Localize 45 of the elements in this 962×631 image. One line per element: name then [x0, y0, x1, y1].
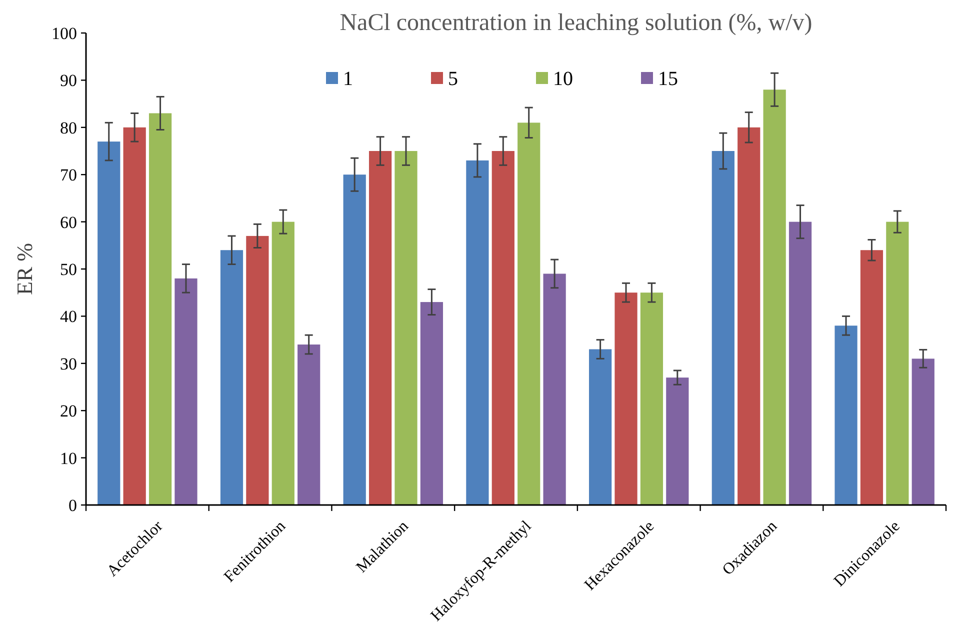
y-tick-label: 80 [60, 118, 77, 138]
bar [614, 292, 638, 505]
legend-label: 5 [448, 68, 458, 90]
bar [298, 344, 320, 505]
y-tick-label: 10 [60, 448, 77, 468]
bar [220, 250, 244, 505]
y-tick-label: 30 [60, 354, 77, 374]
bar [420, 302, 444, 505]
y-tick-label: 70 [60, 166, 77, 185]
legend-label: 15 [658, 68, 678, 90]
chart-title: NaCl concentration in leaching solution (%, w/v) [340, 10, 812, 36]
y-tick-label: 90 [60, 71, 77, 90]
y-tick-label: 0 [68, 496, 77, 515]
bar [174, 278, 198, 505]
bar [712, 151, 734, 505]
y-tick-label: 20 [60, 402, 77, 421]
bar [834, 326, 858, 505]
bar [912, 358, 934, 505]
bar [763, 90, 786, 505]
bar [343, 174, 366, 505]
y-tick-label: 50 [60, 260, 77, 279]
bar [666, 378, 689, 505]
bar [272, 222, 294, 505]
y-tick-label: 100 [52, 24, 77, 43]
y-tick-label: 40 [60, 307, 77, 326]
bar [394, 151, 418, 505]
bar [788, 222, 812, 505]
legend-label: 1 [343, 68, 353, 90]
bar [148, 113, 172, 505]
bar [492, 151, 514, 505]
bar [368, 151, 392, 505]
bar [518, 122, 540, 505]
y-axis-title: ER % [12, 243, 37, 295]
bar [123, 127, 146, 505]
legend-label: 10 [553, 68, 573, 90]
bar [588, 349, 612, 505]
bar [98, 142, 120, 505]
bar [640, 292, 664, 505]
bar [466, 160, 489, 505]
bar [738, 127, 760, 505]
bar [886, 222, 909, 505]
y-tick-label: 60 [60, 212, 77, 232]
bar [543, 274, 566, 505]
bar [246, 236, 269, 505]
bar [860, 250, 884, 505]
